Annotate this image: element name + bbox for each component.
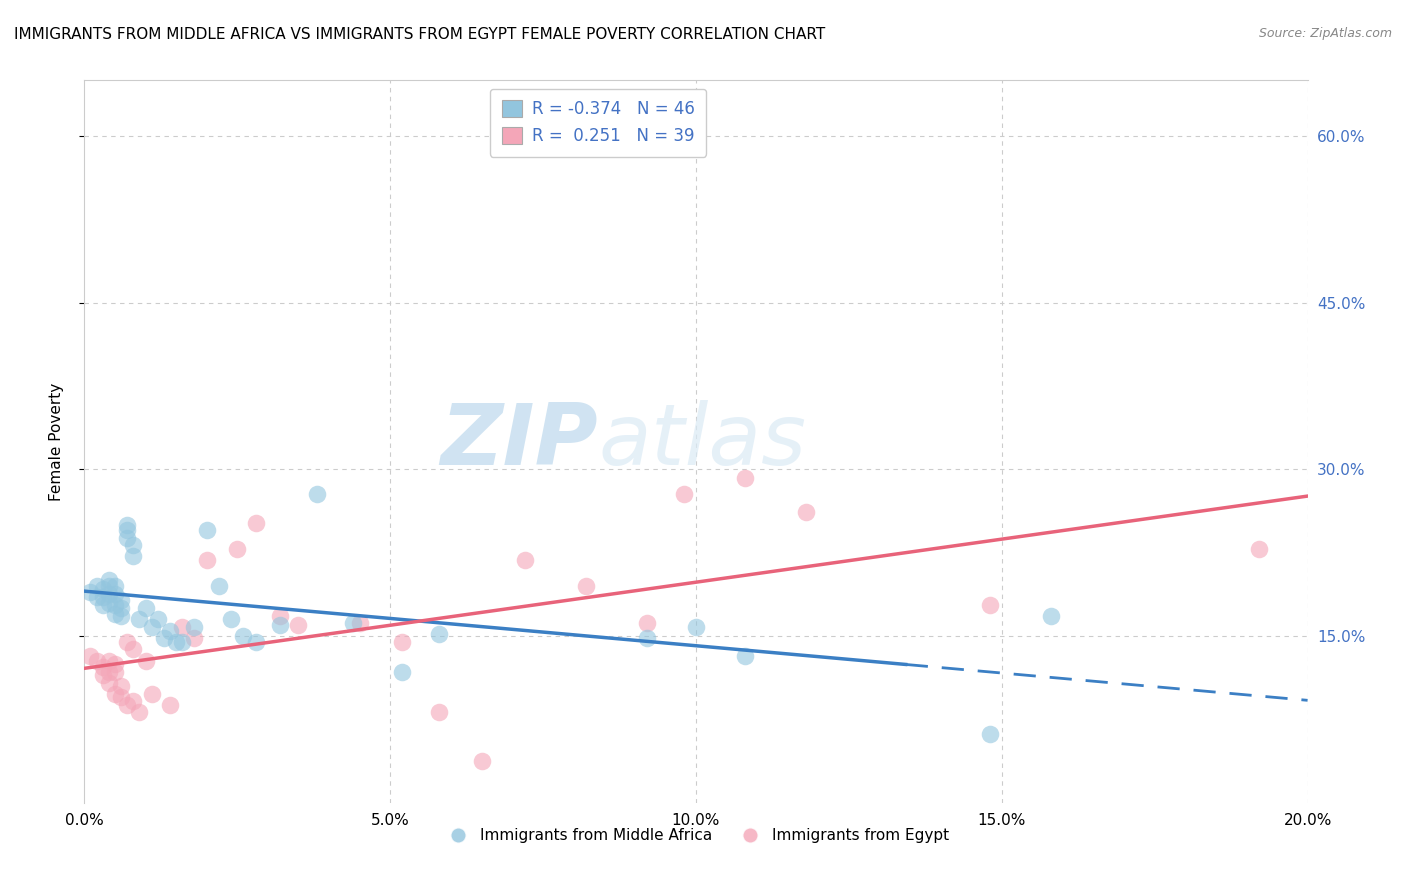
Point: [734, 471, 756, 485]
Point: [342, 615, 364, 630]
Point: [1247, 542, 1270, 557]
Point: [104, 657, 127, 671]
Point: [97, 574, 120, 588]
Point: [86, 590, 108, 604]
Point: [115, 517, 138, 532]
Point: [79, 584, 101, 599]
Point: [91, 668, 114, 682]
Point: [104, 607, 127, 621]
Point: [115, 531, 138, 545]
Point: [135, 653, 157, 667]
Point: [226, 542, 249, 557]
Point: [97, 596, 120, 610]
Point: [104, 665, 127, 679]
Point: [245, 516, 267, 530]
Point: [183, 620, 205, 634]
Point: [183, 632, 205, 646]
Point: [110, 601, 132, 615]
Point: [97, 675, 120, 690]
Point: [391, 634, 413, 648]
Point: [269, 618, 291, 632]
Point: [115, 698, 138, 712]
Text: atlas: atlas: [598, 400, 806, 483]
Point: [245, 634, 267, 648]
Point: [153, 632, 176, 646]
Y-axis label: Female Poverty: Female Poverty: [49, 383, 63, 500]
Point: [122, 538, 145, 552]
Point: [979, 598, 1001, 612]
Point: [636, 615, 658, 630]
Point: [195, 524, 218, 538]
Point: [115, 524, 138, 538]
Legend: Immigrants from Middle Africa, Immigrants from Egypt: Immigrants from Middle Africa, Immigrant…: [437, 822, 955, 849]
Point: [86, 653, 108, 667]
Point: [91, 582, 114, 597]
Point: [305, 487, 328, 501]
Point: [122, 693, 145, 707]
Point: [427, 627, 450, 641]
Text: IMMIGRANTS FROM MIDDLE AFRICA VS IMMIGRANTS FROM EGYPT FEMALE POVERTY CORRELATIO: IMMIGRANTS FROM MIDDLE AFRICA VS IMMIGRA…: [14, 27, 825, 42]
Point: [110, 609, 132, 624]
Point: [794, 505, 817, 519]
Point: [110, 679, 132, 693]
Point: [141, 687, 163, 701]
Point: [128, 612, 150, 626]
Point: [685, 620, 707, 634]
Point: [79, 649, 101, 664]
Point: [91, 660, 114, 674]
Point: [165, 634, 187, 648]
Point: [172, 620, 194, 634]
Point: [1039, 609, 1062, 624]
Point: [349, 615, 371, 630]
Text: ZIP: ZIP: [440, 400, 598, 483]
Point: [513, 553, 536, 567]
Point: [122, 549, 145, 563]
Point: [734, 649, 756, 664]
Point: [104, 687, 127, 701]
Point: [110, 690, 132, 705]
Point: [575, 579, 598, 593]
Point: [232, 629, 254, 643]
Point: [979, 727, 1001, 741]
Point: [135, 601, 157, 615]
Point: [391, 665, 413, 679]
Point: [427, 705, 450, 719]
Point: [208, 579, 231, 593]
Point: [672, 487, 695, 501]
Point: [104, 598, 127, 612]
Point: [287, 618, 309, 632]
Point: [86, 579, 108, 593]
Text: Source: ZipAtlas.com: Source: ZipAtlas.com: [1258, 27, 1392, 40]
Point: [115, 634, 138, 648]
Point: [97, 587, 120, 601]
Point: [110, 593, 132, 607]
Point: [128, 705, 150, 719]
Point: [219, 612, 242, 626]
Point: [269, 609, 291, 624]
Point: [104, 579, 127, 593]
Point: [159, 698, 181, 712]
Point: [97, 665, 120, 679]
Point: [97, 653, 120, 667]
Point: [122, 642, 145, 657]
Point: [172, 634, 194, 648]
Point: [471, 754, 494, 768]
Point: [146, 612, 169, 626]
Point: [97, 579, 120, 593]
Point: [636, 632, 658, 646]
Point: [195, 553, 218, 567]
Point: [91, 598, 114, 612]
Point: [91, 590, 114, 604]
Point: [159, 624, 181, 638]
Point: [104, 587, 127, 601]
Point: [141, 620, 163, 634]
